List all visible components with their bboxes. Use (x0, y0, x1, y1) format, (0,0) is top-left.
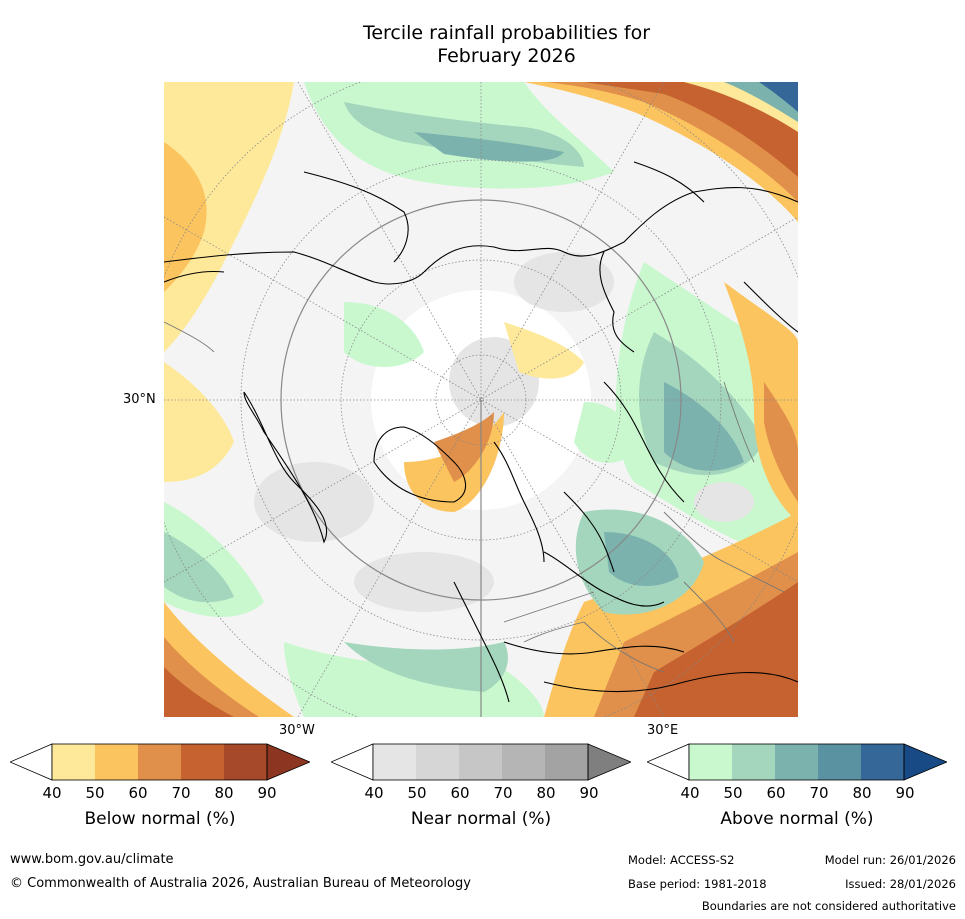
colorbar-tick: 70 (809, 784, 829, 802)
polar-map (164, 82, 798, 717)
colorbar-tick: 60 (128, 784, 148, 802)
colorbar-tick: 50 (723, 784, 743, 802)
colorbar-segment (181, 744, 224, 780)
colorbar-tick: 40 (680, 784, 700, 802)
colorbar-tick: 50 (85, 784, 105, 802)
longitude-label-30w: 30°W (279, 723, 315, 738)
colorbar-outline (688, 743, 905, 781)
colorbar-extend-high (587, 743, 631, 781)
colorbar-tick: 40 (42, 784, 62, 802)
colorbar-tick: 90 (579, 784, 599, 802)
country-borders (164, 321, 785, 673)
colorbar-tick: 80 (214, 784, 234, 802)
colorbar-segment (689, 744, 732, 780)
issued-date: Issued: 28/01/2026 (845, 877, 956, 891)
colorbar-near-normal (331, 743, 631, 781)
colorbar-tick: 80 (852, 784, 872, 802)
colorbar-extend-high (903, 743, 947, 781)
colorbar-tick: 70 (171, 784, 191, 802)
colorbar-tick: 40 (364, 784, 384, 802)
colorbar-tick: 60 (450, 784, 470, 802)
colorbar-tick: 50 (407, 784, 427, 802)
base-period: Base period: 1981-2018 (628, 877, 767, 891)
colorbar-segment (459, 744, 502, 780)
colorbar-segment (861, 744, 904, 780)
colorbar-tick: 70 (493, 784, 513, 802)
colorbar-segment (224, 744, 267, 780)
colorbar-segment (95, 744, 138, 780)
colorbar-tick: 60 (766, 784, 786, 802)
colorbar-segment (138, 744, 181, 780)
model-name: Model: ACCESS-S2 (628, 853, 735, 867)
colorbar-extend-high (266, 743, 310, 781)
colorbar-above-normal (647, 743, 947, 781)
colorbar-extend-low (647, 743, 690, 781)
copyright-notice: © Commonwealth of Australia 2026, Austra… (10, 876, 471, 891)
boundary-disclaimer: Boundaries are not considered authoritat… (701, 899, 956, 913)
colorbar-segment (416, 744, 459, 780)
colorbar-outline (372, 743, 589, 781)
longitude-label-30e: 30°E (647, 723, 679, 738)
colorbar-segment (775, 744, 818, 780)
colorbar-label-near-normal: Near normal (%) (410, 809, 552, 829)
source-url: www.bom.gov.au/climate (10, 852, 174, 867)
colorbar-tick: 90 (257, 784, 277, 802)
coastlines (164, 161, 798, 703)
colorbar-tick: 90 (895, 784, 915, 802)
colorbar-segment (545, 744, 588, 780)
colorbar-segment (502, 744, 545, 780)
title-line-1: Tercile rainfall probabilities for (362, 22, 651, 44)
colorbar-segment (373, 744, 416, 780)
colorbar-segment (732, 744, 775, 780)
colorbar-outline (51, 743, 268, 781)
colorbar-tick: 80 (536, 784, 556, 802)
latitude-label-30n: 30°N (123, 392, 156, 407)
colorbar-segment (818, 744, 861, 780)
model-run-date: Model run: 26/01/2026 (824, 853, 956, 867)
colorbar-label-below-normal: Below normal (%) (84, 809, 236, 829)
map-title: Tercile rainfall probabilities for Febru… (0, 22, 965, 68)
colorbar-segment (52, 744, 95, 780)
colorbar-extend-low (331, 743, 374, 781)
colorbar-below-normal (10, 743, 310, 781)
colorbar-label-above-normal: Above normal (%) (720, 809, 874, 829)
title-line-2: February 2026 (437, 45, 576, 67)
colorbar-extend-low (10, 743, 53, 781)
